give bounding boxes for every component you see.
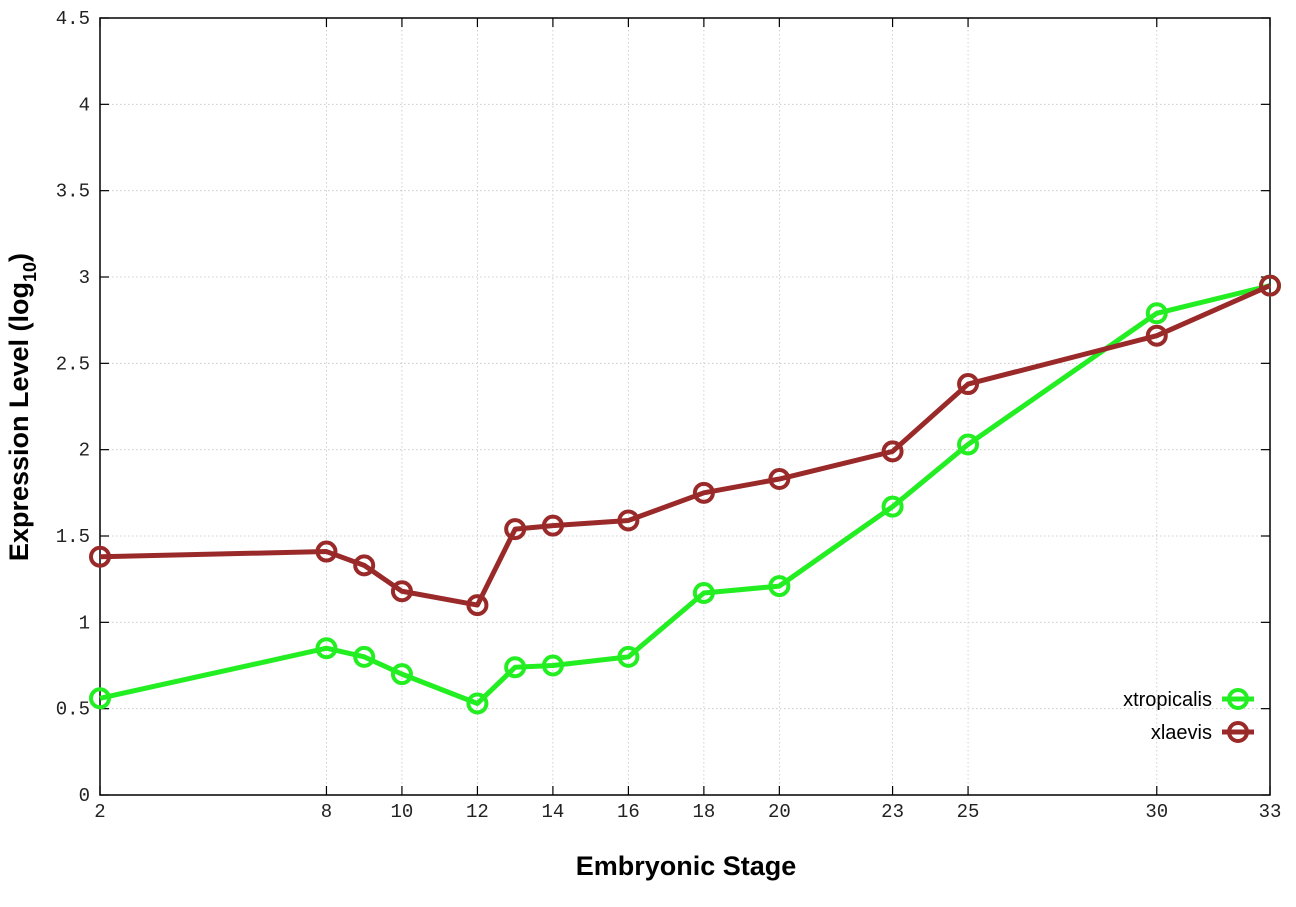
data-point [617, 509, 640, 532]
y-tick-label: 2 [79, 440, 90, 462]
series-layer [89, 274, 1281, 715]
y-axis-title-main: Expression Level (log [4, 282, 34, 561]
x-tick-label: 23 [881, 801, 904, 823]
data-point [390, 580, 413, 603]
data-point [692, 481, 715, 504]
data-point [315, 540, 338, 563]
legend-marker-swatch [1227, 721, 1249, 743]
grid-lines [100, 18, 1270, 795]
data-point [353, 645, 376, 668]
data-point [1145, 302, 1168, 325]
y-tick-label: 0.5 [56, 699, 90, 721]
y-tick-label: 3.5 [56, 181, 90, 203]
data-point [466, 692, 489, 715]
x-tick-label: 8 [321, 801, 332, 823]
axis-ticks: 0 0.5 1 1.5 2 2.5 3 3.5 4 4.5 2 8 10 12 14 16 18 20 23 25 30… [56, 8, 1282, 823]
data-point [353, 554, 376, 577]
data-point [957, 373, 980, 396]
data-point [504, 656, 527, 679]
data-point [89, 687, 111, 710]
y-tick-label: 4.5 [56, 8, 90, 30]
y-axis-title: Expression Level (log10) [4, 253, 40, 561]
x-tick-label: 18 [692, 801, 715, 823]
x-tick-label: 16 [617, 801, 640, 823]
x-tick-label: 20 [768, 801, 791, 823]
x-tick-label: 14 [541, 801, 564, 823]
legend-label: xtropicalis [1123, 689, 1212, 711]
x-tick-label: 30 [1145, 801, 1168, 823]
data-point [466, 594, 489, 617]
data-point [1259, 274, 1281, 297]
data-point [541, 654, 564, 677]
y-axis-title-close: ) [4, 253, 34, 262]
y-tick-label: 4 [79, 94, 90, 116]
y-axis-title-subscript: 10 [20, 262, 40, 282]
data-point [881, 495, 904, 518]
plot-frame [99, 17, 1271, 796]
x-axis-title: Embryonic Stage [576, 851, 797, 881]
legend-entry-xlaevis: xlaevis [1151, 721, 1254, 744]
legend-entry-xtropicalis: xtropicalis [1123, 688, 1254, 711]
data-point [617, 645, 640, 668]
series-xtropicalis [89, 274, 1281, 715]
y-tick-label: 0 [79, 785, 90, 807]
data-point [315, 637, 338, 660]
data-point [504, 518, 527, 541]
data-point [1145, 324, 1168, 347]
x-tick-label: 10 [391, 801, 414, 823]
x-tick-label: 25 [957, 801, 980, 823]
data-point [768, 575, 791, 598]
legend-marker-swatch [1227, 688, 1249, 710]
data-point [881, 440, 904, 463]
legend: xtropicalis xlaevis [1123, 688, 1254, 744]
x-tick-label: 12 [466, 801, 489, 823]
data-point [692, 581, 715, 604]
data-point [957, 433, 980, 456]
data-point [89, 545, 111, 568]
series-line [99, 283, 1272, 608]
data-point [541, 514, 564, 537]
y-tick-label: 2.5 [56, 353, 90, 375]
legend-label: xlaevis [1151, 722, 1212, 744]
series-line [99, 283, 1271, 706]
y-tick-label: 3 [79, 267, 90, 289]
y-tick-label: 1 [79, 612, 90, 634]
x-tick-label: 2 [94, 801, 105, 823]
data-point [768, 468, 791, 491]
x-tick-label: 33 [1259, 801, 1282, 823]
y-tick-label: 1.5 [56, 526, 90, 548]
series-xlaevis [89, 274, 1281, 617]
data-point [390, 663, 413, 686]
